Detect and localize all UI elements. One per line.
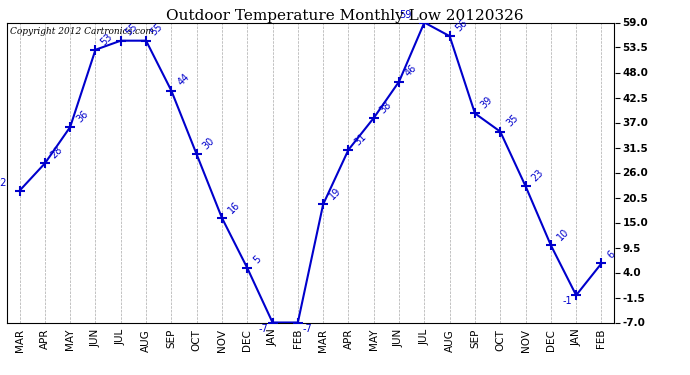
- Text: 55: 55: [149, 22, 165, 38]
- Text: Outdoor Temperature Monthly Low 20120326: Outdoor Temperature Monthly Low 20120326: [166, 9, 524, 23]
- Text: 46: 46: [403, 63, 419, 79]
- Text: 30: 30: [201, 136, 217, 152]
- Text: 5: 5: [251, 254, 263, 265]
- Text: 53: 53: [98, 31, 114, 47]
- Text: 56: 56: [454, 18, 470, 33]
- Text: -1: -1: [562, 296, 572, 306]
- Text: -7: -7: [302, 324, 312, 334]
- Text: 38: 38: [378, 99, 394, 115]
- Text: Copyright 2012 Cartronics.com: Copyright 2012 Cartronics.com: [10, 27, 154, 36]
- Text: 19: 19: [327, 186, 343, 201]
- Text: 36: 36: [75, 108, 90, 124]
- Text: 16: 16: [226, 200, 242, 215]
- Text: 22: 22: [0, 178, 7, 188]
- Text: 23: 23: [530, 168, 546, 183]
- Text: 28: 28: [49, 145, 65, 160]
- Text: 35: 35: [504, 113, 520, 129]
- Text: 55: 55: [124, 22, 139, 38]
- Text: -7: -7: [259, 324, 268, 334]
- Text: 44: 44: [175, 72, 191, 88]
- Text: 39: 39: [479, 95, 495, 111]
- Text: 31: 31: [353, 131, 368, 147]
- Text: 6: 6: [606, 249, 617, 261]
- Text: 59: 59: [400, 10, 412, 20]
- Text: 10: 10: [555, 227, 571, 243]
